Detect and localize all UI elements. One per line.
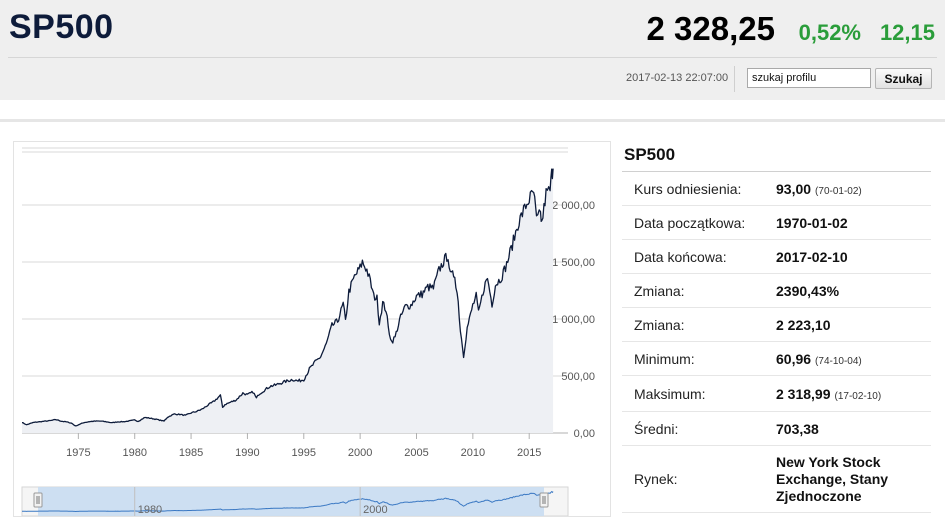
info-value-text: 2 223,10 (776, 316, 831, 333)
info-value-note: (74-10-04) (815, 355, 862, 367)
info-label: Zmiana: (634, 282, 685, 299)
x-tick-label: 1990 (235, 447, 259, 459)
info-value-text: New York Stock Exchange, Stany Zjednoczo… (776, 453, 889, 504)
info-label: Maksimum: (634, 385, 706, 402)
info-value-note: (70-01-02) (815, 185, 862, 197)
series-area (22, 168, 554, 433)
y-tick-label: 0,00 (574, 428, 595, 440)
info-value-text: 2017-02-10 (776, 248, 848, 265)
info-label: Data początkowa: (634, 214, 746, 231)
navigator-handle[interactable] (539, 492, 549, 508)
info-table: Kurs odniesienia: 93,00 (70-01-02) Data poc… (622, 172, 931, 513)
info-value: 60,96 (74-10-04) (776, 351, 931, 367)
info-row: Maksimum: 2 318,99 (17-02-10) (622, 376, 931, 412)
info-value-text: 1970-01-02 (776, 214, 848, 231)
search-input[interactable] (747, 68, 871, 88)
navigator-tick-label: 1980 (138, 504, 162, 516)
last-price: 2 328,25 (646, 10, 775, 47)
info-value: 2 223,10 (776, 317, 931, 333)
header-divider (8, 57, 937, 58)
info-label: Minimum: (634, 350, 695, 367)
info-value: New York Stock Exchange, Stany Zjednoczo… (776, 454, 931, 505)
symbol-title: SP500 (9, 8, 114, 46)
info-value: 2390,43% (776, 283, 931, 299)
info-title: SP500 (624, 145, 676, 164)
quote-timestamp: 2017-02-13 22:07:00 (626, 72, 729, 84)
change-absolute: 12,15 (879, 20, 935, 45)
x-tick-label: 1980 (122, 447, 146, 459)
x-tick-label: 1975 (66, 447, 90, 459)
navigator-handle[interactable] (33, 492, 43, 508)
info-row: Zmiana: 2 223,10 (622, 308, 931, 342)
y-tick-label: 500,00 (561, 371, 595, 383)
x-tick-label: 1995 (292, 447, 316, 459)
navigator-series (22, 490, 554, 513)
navigator-tick-label: 2000 (363, 504, 387, 516)
search-button[interactable]: Szukaj (875, 68, 932, 89)
x-tick-label: 2000 (348, 447, 372, 459)
info-value: 1970-01-02 (776, 215, 931, 231)
info-row: Data końcowa: 2017-02-10 (622, 240, 931, 274)
info-row: Zmiana: 2390,43% (622, 274, 931, 308)
info-value-text: 60,96 (776, 350, 812, 367)
info-value: 703,38 (776, 421, 931, 437)
x-tick-label: 1985 (179, 447, 203, 459)
info-value: 2 318,99 (17-02-10) (776, 386, 931, 402)
series-line (22, 168, 554, 427)
info-value: 93,00 (70-01-02) (776, 181, 931, 197)
info-title-divider (622, 171, 931, 172)
info-value-text: 703,38 (776, 420, 819, 437)
change-percent: 0,52% (798, 20, 861, 45)
info-label: Kurs odniesienia: (634, 180, 742, 197)
y-tick-label: 1 500,00 (552, 257, 595, 269)
info-label: Data końcowa: (634, 248, 727, 265)
info-label: Zmiana: (634, 316, 685, 333)
info-label: Średni: (634, 420, 679, 437)
chart-container: 0,00 500,00 1 000,00 1 500,00 2 000,00 1975 19… (13, 141, 611, 517)
toolbar-separator (734, 66, 735, 92)
info-value-text: 2 318,99 (776, 385, 831, 402)
x-tick-label: 2015 (517, 447, 541, 459)
info-value-note: (17-02-10) (834, 390, 882, 402)
info-label: Rynek: (634, 471, 678, 487)
info-value-text: 2390,43% (776, 282, 840, 299)
y-tick-label: 2 000,00 (552, 200, 595, 212)
x-tick-label: 2010 (461, 447, 485, 459)
info-row: Minimum: 60,96 (74-10-04) (622, 342, 931, 376)
info-row: Rynek: New York Stock Exchange, Stany Zje… (622, 446, 931, 513)
info-row: Średni: 703,38 (622, 412, 931, 446)
info-row: Kurs odniesienia: 93,00 (70-01-02) (622, 172, 931, 206)
x-tick-label: 2005 (404, 447, 428, 459)
top-bar: SP500 2 328,25 0,52% 12,15 2017-02-13 22… (0, 0, 945, 100)
info-value: 2017-02-10 (776, 249, 931, 265)
y-tick-label: 1 000,00 (552, 314, 595, 326)
price-chart[interactable]: 0,00 500,00 1 000,00 1 500,00 2 000,00 1975 19… (14, 142, 610, 516)
info-row: Data początkowa: 1970-01-02 (622, 206, 931, 240)
info-value-text: 93,00 (776, 180, 812, 197)
